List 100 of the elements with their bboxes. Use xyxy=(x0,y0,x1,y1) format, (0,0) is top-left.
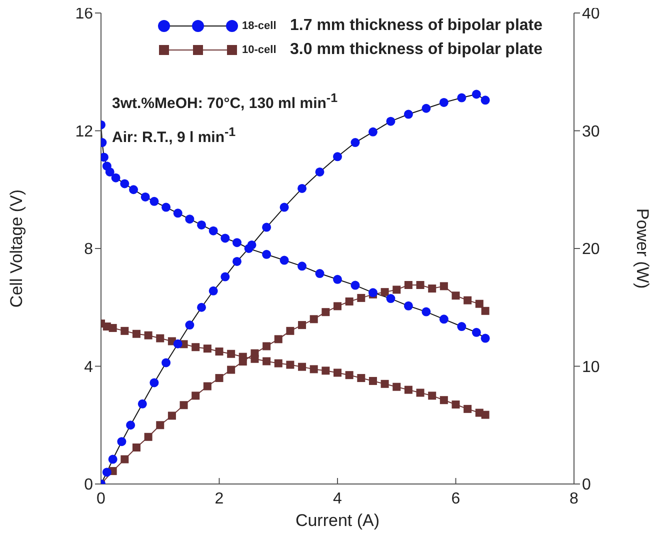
x-tick-label: 8 xyxy=(570,490,579,508)
y2-tick-label: 30 xyxy=(582,123,600,140)
point xyxy=(310,315,318,324)
point xyxy=(380,288,389,296)
point xyxy=(150,378,159,388)
point xyxy=(345,371,354,380)
point xyxy=(286,326,294,335)
point xyxy=(274,335,282,344)
point xyxy=(350,280,360,290)
point xyxy=(404,110,413,119)
y-tick-label: 8 xyxy=(84,241,94,258)
point xyxy=(262,357,271,366)
point xyxy=(404,301,413,310)
point xyxy=(310,365,318,374)
point xyxy=(480,96,490,105)
point xyxy=(481,306,490,315)
point xyxy=(440,282,448,290)
point xyxy=(227,350,236,358)
point xyxy=(215,348,224,356)
legend-label: 10-cell xyxy=(242,44,278,56)
x-tick-label: 4 xyxy=(333,490,342,508)
point xyxy=(439,314,448,324)
point xyxy=(111,173,120,182)
y-axis-title: Cell Voltage (V) xyxy=(7,189,26,308)
point xyxy=(192,343,200,352)
y-tick-label: 0 xyxy=(84,476,94,494)
point xyxy=(185,214,194,224)
point xyxy=(274,359,282,368)
point xyxy=(334,368,342,377)
y2-tick-label: 0 xyxy=(582,476,591,494)
annotation: Air: R.T., 9 l min$^{-1}$ xyxy=(112,124,237,148)
point xyxy=(472,90,481,99)
point xyxy=(368,376,377,385)
point xyxy=(334,302,342,310)
point xyxy=(416,388,424,397)
point xyxy=(192,392,200,400)
point xyxy=(220,234,230,243)
point xyxy=(350,138,360,148)
point xyxy=(428,392,436,400)
point xyxy=(108,324,117,332)
point xyxy=(168,412,176,420)
annotation: 3.0 mm thickness of bipolar plate xyxy=(290,41,543,59)
point xyxy=(481,410,490,419)
point xyxy=(162,202,171,212)
y-tick-label: 4 xyxy=(84,358,94,376)
point xyxy=(392,286,401,294)
point xyxy=(208,286,218,296)
point xyxy=(262,250,272,259)
point xyxy=(457,93,466,102)
point xyxy=(180,401,188,410)
point xyxy=(232,256,242,266)
point xyxy=(457,322,466,332)
point xyxy=(439,98,448,107)
point xyxy=(208,226,218,236)
point xyxy=(138,399,147,408)
point xyxy=(452,400,460,409)
point xyxy=(105,167,114,176)
point xyxy=(244,244,254,253)
point xyxy=(156,334,164,342)
y2-tick-label: 20 xyxy=(582,241,600,258)
point xyxy=(380,380,389,388)
point xyxy=(464,404,472,413)
point xyxy=(250,354,259,363)
point xyxy=(262,342,271,350)
point xyxy=(120,455,129,464)
point xyxy=(357,374,366,382)
point xyxy=(262,222,272,232)
point xyxy=(173,208,182,218)
point xyxy=(345,297,354,306)
point xyxy=(298,362,306,371)
point xyxy=(132,330,140,338)
x-axis-title: Current (A) xyxy=(295,511,380,530)
point xyxy=(280,256,289,265)
point xyxy=(108,454,118,464)
point xyxy=(422,307,431,316)
x-tick-label: 6 xyxy=(451,490,460,508)
annotation: 3wt.%MeOH: 70°C, 130 ml min$^{-1}$ xyxy=(112,90,338,114)
point xyxy=(150,196,159,206)
point xyxy=(173,339,182,348)
point xyxy=(102,468,112,477)
point xyxy=(215,374,224,382)
point xyxy=(232,238,242,248)
point xyxy=(162,358,171,368)
point xyxy=(298,262,307,271)
point xyxy=(404,281,412,290)
x-tick-label: 0 xyxy=(96,490,106,508)
point xyxy=(392,382,401,391)
point xyxy=(357,294,366,302)
point xyxy=(220,272,230,282)
y2-tick-label: 10 xyxy=(582,358,600,376)
point xyxy=(203,382,212,390)
point xyxy=(333,152,342,162)
point xyxy=(298,321,306,330)
point xyxy=(480,334,490,343)
point xyxy=(144,432,152,441)
point xyxy=(197,302,206,312)
point xyxy=(386,294,396,304)
point xyxy=(144,331,152,340)
point xyxy=(440,396,448,404)
point xyxy=(203,344,212,353)
